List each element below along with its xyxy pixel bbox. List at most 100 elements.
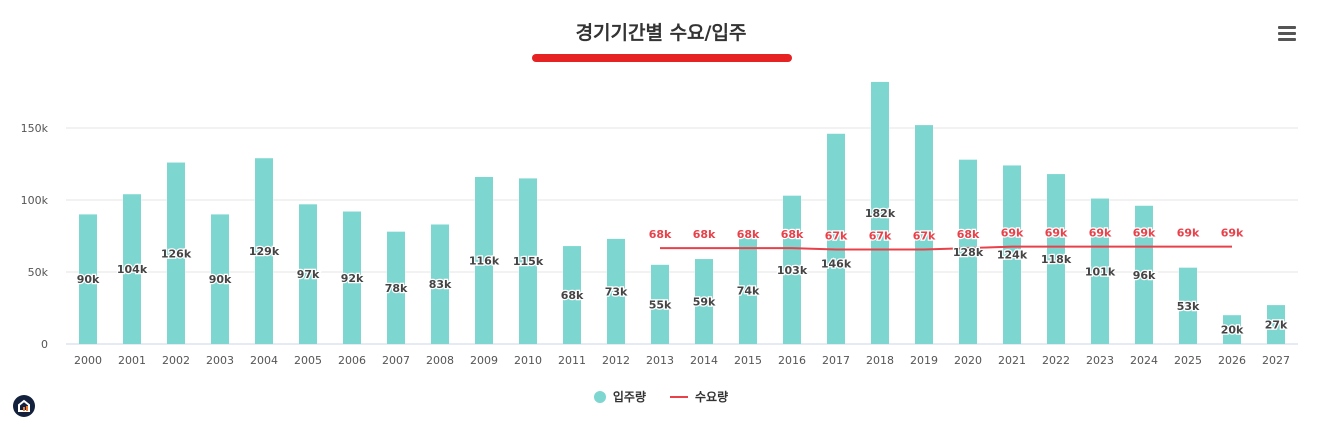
line-data-label: 69k (1221, 227, 1244, 240)
bar (475, 176, 493, 344)
line-data-label: 67k (913, 230, 936, 243)
y-tick-label: 0 (41, 338, 48, 351)
demand-line (660, 245, 1232, 251)
x-tick-label: 2005 (294, 354, 322, 367)
line-data-label: 68k (649, 228, 672, 241)
legend-supply-label: 입주량 (612, 390, 646, 404)
x-tick-label: 2012 (602, 354, 630, 367)
x-tick-label: 2016 (778, 354, 806, 367)
x-tick-label: 2010 (514, 354, 542, 367)
line-data-label: 67k (869, 230, 892, 243)
x-tick-label: 2009 (470, 354, 498, 367)
bar (607, 238, 625, 344)
line-data-label: 69k (1133, 227, 1156, 240)
bar (519, 178, 537, 344)
bar (739, 237, 757, 344)
x-tick-label: 2004 (250, 354, 278, 367)
x-tick-label: 2006 (338, 354, 366, 367)
bar (1091, 198, 1109, 344)
line-data-label: 68k (957, 228, 980, 241)
bar-data-label: 118k (1041, 253, 1072, 266)
bar-data-label: 101k (1085, 265, 1116, 278)
legend-supply-marker (593, 390, 606, 403)
line-data-label: 67k (825, 230, 848, 243)
bar-data-label: 92k (341, 272, 364, 285)
bar (79, 214, 97, 344)
bar-data-label: 146k (821, 258, 852, 271)
bar (387, 231, 405, 344)
bar (1047, 174, 1065, 344)
line-data-label: 68k (693, 228, 716, 241)
bar (1003, 165, 1021, 344)
legend: 입주량 수요량 (0, 388, 1322, 405)
y-tick-label: 150k (21, 122, 49, 135)
x-tick-label: 2002 (162, 354, 190, 367)
bar-data-label: 83k (429, 278, 452, 291)
bar-data-label: 55k (649, 298, 672, 311)
legend-demand-marker (670, 395, 688, 398)
legend-item-supply[interactable]: 입주량 (593, 388, 646, 405)
bar-data-label: 128k (953, 246, 984, 259)
x-tick-label: 2020 (954, 354, 982, 367)
bar-data-label: 74k (737, 285, 760, 298)
x-tick-label: 2022 (1042, 354, 1070, 367)
bar-data-label: 59k (693, 296, 716, 309)
x-tick-label: 2000 (74, 354, 102, 367)
x-tick-label: 2008 (426, 354, 454, 367)
title-underline (532, 54, 792, 62)
bar-data-label: 126k (161, 247, 192, 260)
x-tick-label: 2014 (690, 354, 718, 367)
x-tick-label: 2013 (646, 354, 674, 367)
bar-data-label: 97k (297, 268, 320, 281)
x-tick-label: 2025 (1174, 354, 1202, 367)
bar (123, 194, 141, 344)
bar-data-label: 90k (209, 273, 232, 286)
bar-data-label: 103k (777, 264, 808, 277)
hamburger-menu-icon[interactable] (1278, 26, 1296, 42)
x-tick-label: 2017 (822, 354, 850, 367)
bar (1179, 267, 1197, 344)
x-tick-label: 2015 (734, 354, 762, 367)
bar (299, 204, 317, 344)
line-data-label: 69k (1177, 227, 1200, 240)
line-data-label: 69k (1045, 227, 1068, 240)
bar-data-label: 68k (561, 289, 584, 302)
x-tick-label: 2018 (866, 354, 894, 367)
line-data-label: 69k (1089, 227, 1112, 240)
x-tick-label: 2011 (558, 354, 586, 367)
bar (1135, 205, 1153, 344)
bar (343, 211, 361, 344)
bar-data-label: 73k (605, 285, 628, 298)
bar (1267, 305, 1285, 344)
bar (915, 125, 933, 345)
bar (695, 259, 713, 344)
x-tick-label: 2001 (118, 354, 146, 367)
bar-data-label: 96k (1133, 269, 1156, 282)
bar-data-label: 115k (513, 255, 544, 268)
bar (211, 214, 229, 344)
x-tick-label: 2023 (1086, 354, 1114, 367)
x-tick-label: 2007 (382, 354, 410, 367)
chart: 0 50k 100k 150k 2000 2001 2002 2003 2004 2005 2006… (21, 81, 1298, 367)
house-logo-icon[interactable] (13, 395, 35, 417)
bar-data-label: 90k (77, 273, 100, 286)
legend-item-demand[interactable]: 수요량 (670, 388, 728, 405)
bar (783, 195, 801, 344)
x-tick-label: 2019 (910, 354, 938, 367)
bar-data-label: 78k (385, 282, 408, 295)
line-data-label: 68k (781, 228, 804, 241)
line-data-label: 68k (737, 228, 760, 241)
bar-data-label: 124k (997, 249, 1028, 262)
bar (871, 81, 889, 345)
bar-data-label: 182k (865, 207, 896, 220)
x-tick-label: 2026 (1218, 354, 1246, 367)
chart-title: 경기기간별 수요/입주 (575, 22, 747, 44)
bar (1223, 315, 1241, 344)
bar (431, 224, 449, 344)
x-tick-label: 2024 (1130, 354, 1158, 367)
bar (255, 158, 273, 344)
x-tick-label: 2027 (1262, 354, 1290, 367)
bar (563, 246, 581, 344)
bar (827, 133, 845, 344)
bar (651, 264, 669, 344)
